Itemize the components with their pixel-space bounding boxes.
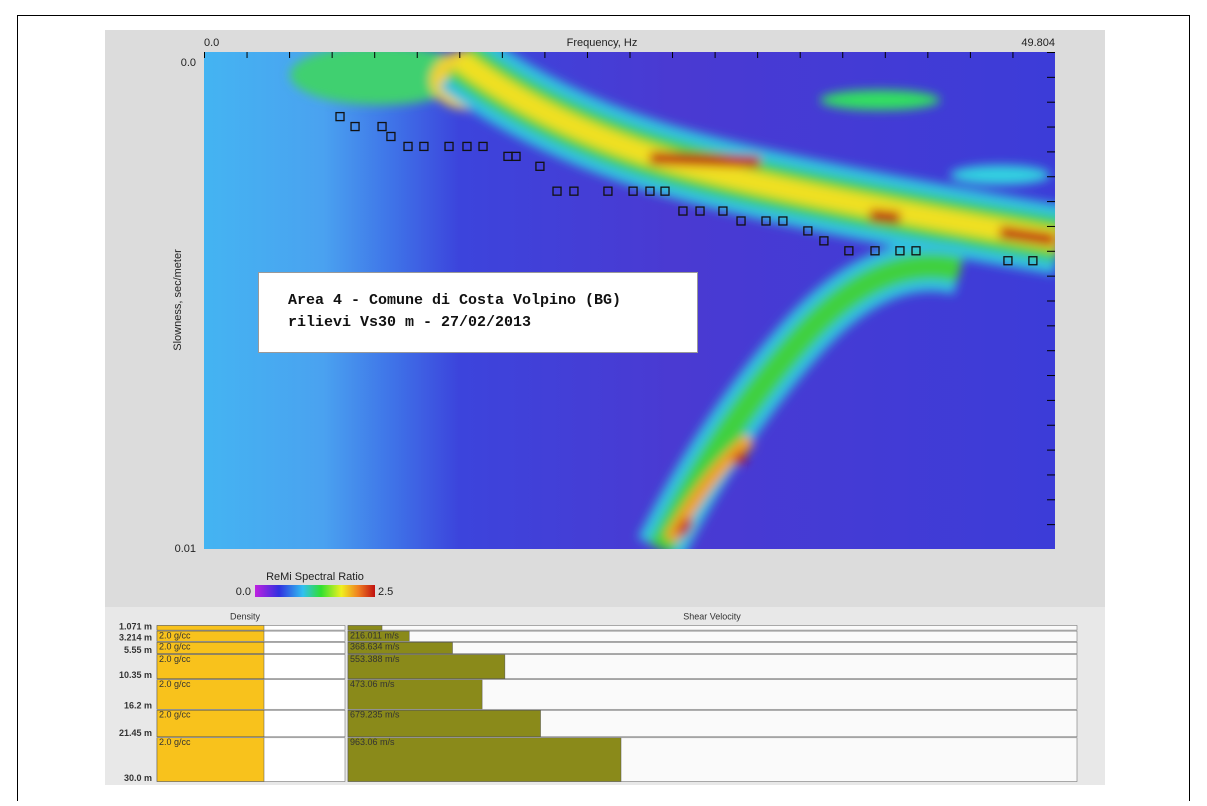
density-label: 2.0 g/cc <box>159 642 191 652</box>
x-axis-label: Frequency, Hz <box>567 37 638 49</box>
density-bar <box>157 626 264 631</box>
velocity-label: 216.011 m/s <box>350 630 399 640</box>
depth-label: 1.071 m <box>119 621 152 631</box>
velocity-label: 473.06 m/s <box>350 679 395 689</box>
y-axis-label: Slowness, sec/meter <box>172 249 184 351</box>
velocity-cell <box>348 642 1077 653</box>
velocity-cell <box>348 626 1077 631</box>
screenshot: Area 4 - Comune di Costa Volpino (BG) ri… <box>0 0 1207 801</box>
density-label: 2.0 g/cc <box>159 630 191 640</box>
depth-label: 30.0 m <box>124 773 152 783</box>
colorbar-tick-label: 2.5 <box>378 586 393 598</box>
density-label: 2.0 g/cc <box>159 710 191 720</box>
depth-label: 3.214 m <box>119 633 152 643</box>
density-label: 2.0 g/cc <box>159 654 191 664</box>
velocity-title: Shear Velocity <box>683 611 741 621</box>
colorbar-title: ReMi Spectral Ratio <box>266 571 364 583</box>
x-ticks <box>204 52 1055 58</box>
y-tick-label: 0.01 <box>175 543 196 555</box>
depth-label: 16.2 m <box>124 701 152 711</box>
density-title: Density <box>230 611 261 621</box>
colorbar <box>255 585 375 597</box>
x-tick-label: 0.0 <box>204 37 219 49</box>
velocity-label: 553.388 m/s <box>350 654 400 664</box>
velocity-label: 963.06 m/s <box>350 737 395 747</box>
annotation-line: rilievi Vs30 m - 27/02/2013 <box>288 314 531 331</box>
layers: 1.071 m 2.0 g/cc 216.011 m/s 3.214 m 2.0 g/c… <box>119 621 1077 782</box>
velocity-bar <box>348 626 382 631</box>
y-tick-label: 0.0 <box>181 57 196 69</box>
velocity-cell <box>348 631 1077 641</box>
y-ticks <box>1047 52 1055 549</box>
annotation-line: Area 4 - Comune di Costa Volpino (BG) <box>288 292 621 309</box>
annotation-box <box>259 273 698 353</box>
velocity-label: 679.235 m/s <box>350 710 400 720</box>
velocity-label: 368.634 m/s <box>350 642 400 652</box>
x-tick-label: 49.804 <box>1021 37 1055 49</box>
depth-label: 21.45 m <box>119 728 152 738</box>
density-label: 2.0 g/cc <box>159 679 191 689</box>
depth-label: 5.55 m <box>124 645 152 655</box>
density-label: 2.0 g/cc <box>159 737 191 747</box>
colorbar-tick-label: 0.0 <box>236 586 251 598</box>
page: {"plot": { "x_label": "Frequency, Hz", "… <box>0 0 1207 801</box>
depth-label: 10.35 m <box>119 670 152 680</box>
